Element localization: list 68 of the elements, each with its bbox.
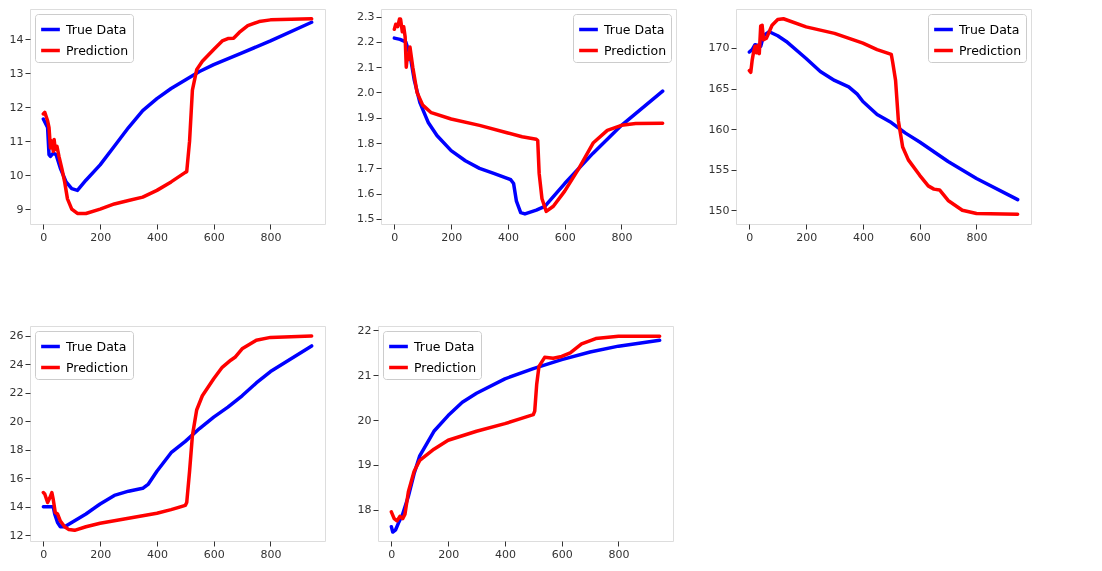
x-tick-label: 0 xyxy=(746,230,754,244)
x-tick-label: 200 xyxy=(90,547,112,561)
y-tick-label: 18 xyxy=(357,503,372,517)
y-tick-label: 26 xyxy=(9,329,24,343)
y-tick-label: 14 xyxy=(9,500,24,514)
x-tick-label: 200 xyxy=(796,230,818,244)
x-tick-label: 600 xyxy=(909,230,931,244)
y-tick-label: 10 xyxy=(9,168,24,182)
x-tick-label: 400 xyxy=(494,547,516,561)
x-tick-label: 800 xyxy=(260,230,282,244)
x-tick-label: 600 xyxy=(203,547,225,561)
x-tick-label: 200 xyxy=(438,547,460,561)
y-tick-label: 155 xyxy=(708,163,730,177)
y-tick-label: 16 xyxy=(9,471,24,485)
y-tick-label: 22 xyxy=(9,386,24,400)
y-tick-label: 9 xyxy=(16,202,24,216)
y-tick-label: 150 xyxy=(708,203,730,217)
x-tick-label: 400 xyxy=(146,230,168,244)
x-tick-label: 800 xyxy=(608,547,630,561)
x-tick-label: 800 xyxy=(611,230,633,244)
x-tick-label: 200 xyxy=(90,230,112,244)
y-tick-label: 170 xyxy=(708,41,730,55)
y-tick-label: 2.0 xyxy=(357,85,375,99)
legend-label: True Data xyxy=(65,21,127,37)
y-tick-label: 12 xyxy=(9,528,24,542)
x-tick-label: 400 xyxy=(146,547,168,561)
y-tick-label: 160 xyxy=(708,122,730,136)
x-tick-label: 0 xyxy=(391,230,399,244)
legend-label: True Data xyxy=(413,338,475,354)
y-tick-label: 20 xyxy=(357,413,372,427)
legend-label: Prediction xyxy=(66,359,129,375)
legend-label: Prediction xyxy=(66,42,129,58)
y-tick-label: 24 xyxy=(9,357,24,371)
y-tick-label: 1.9 xyxy=(357,111,375,125)
y-tick-label: 2.3 xyxy=(357,10,375,24)
x-tick-label: 200 xyxy=(441,230,463,244)
y-tick-label: 1.5 xyxy=(357,212,375,226)
legend-label: Prediction xyxy=(414,359,477,375)
x-tick-label: 0 xyxy=(40,547,48,561)
legend-label: Prediction xyxy=(959,42,1022,58)
x-tick-label: 600 xyxy=(203,230,225,244)
legend-label: Prediction xyxy=(604,42,667,58)
x-tick-label: 400 xyxy=(497,230,519,244)
y-tick-label: 11 xyxy=(9,134,24,148)
x-tick-label: 800 xyxy=(260,547,282,561)
legend-label: True Data xyxy=(603,21,665,37)
y-tick-label: 14 xyxy=(9,32,24,46)
y-tick-label: 2.2 xyxy=(357,35,375,49)
y-tick-label: 20 xyxy=(9,414,24,428)
y-tick-label: 1.6 xyxy=(357,187,375,201)
y-tick-label: 22 xyxy=(357,323,372,337)
y-tick-label: 19 xyxy=(357,458,372,472)
y-tick-label: 2.1 xyxy=(357,60,375,74)
y-tick-label: 12 xyxy=(9,100,24,114)
y-tick-label: 1.7 xyxy=(357,161,375,175)
x-tick-label: 0 xyxy=(388,547,396,561)
y-tick-label: 13 xyxy=(9,66,24,80)
y-tick-label: 21 xyxy=(357,368,372,382)
y-tick-label: 1.8 xyxy=(357,136,375,150)
x-tick-label: 0 xyxy=(40,230,48,244)
x-tick-label: 800 xyxy=(966,230,988,244)
legend-label: True Data xyxy=(65,338,127,354)
x-tick-label: 600 xyxy=(551,547,573,561)
legend-label: True Data xyxy=(958,21,1020,37)
x-tick-label: 400 xyxy=(852,230,874,244)
y-tick-label: 18 xyxy=(9,443,24,457)
y-tick-label: 165 xyxy=(708,82,730,96)
x-tick-label: 600 xyxy=(554,230,576,244)
